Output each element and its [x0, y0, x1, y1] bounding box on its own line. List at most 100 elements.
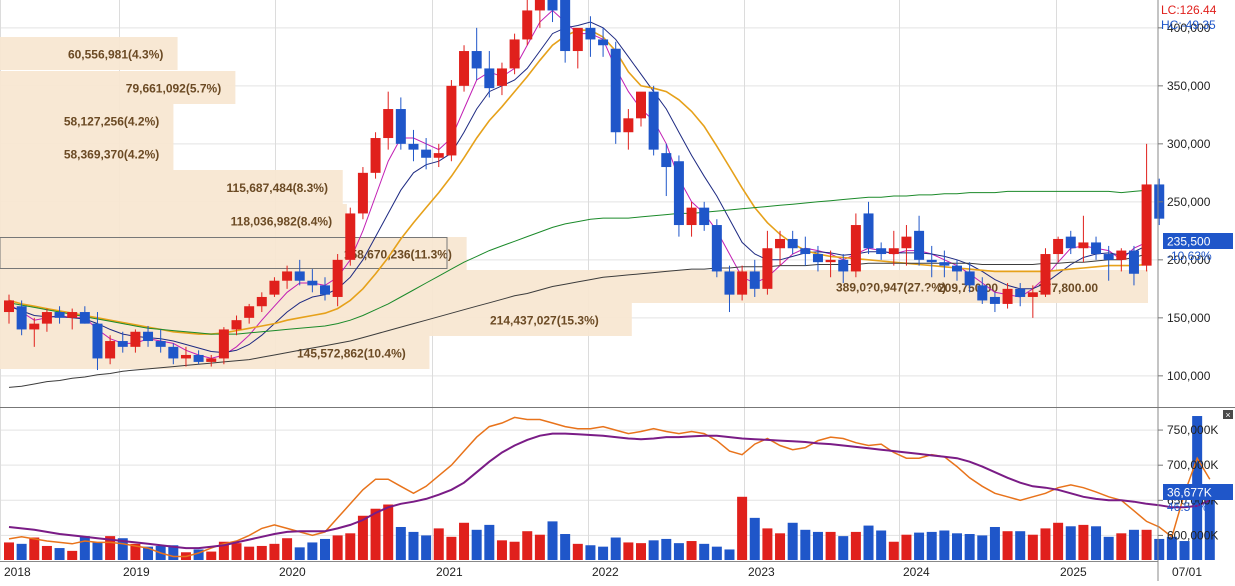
volume-bar — [130, 543, 141, 560]
volume-bar — [16, 543, 27, 560]
volume-bar — [54, 548, 65, 560]
volume-profile-label: 60,556,981(4.3%) — [68, 48, 163, 62]
volume-bar — [560, 534, 571, 560]
candle-body — [370, 138, 381, 173]
volume-profile-bar — [0, 104, 174, 137]
volume-bar — [812, 531, 823, 560]
candle-body — [496, 68, 507, 86]
candle-body — [484, 68, 495, 89]
volume-bar — [408, 531, 419, 560]
volume-profile-bar — [0, 71, 236, 104]
volume-bar — [673, 543, 684, 560]
candle-body — [294, 271, 305, 281]
candle-body — [395, 109, 406, 144]
volume-bar — [1166, 536, 1177, 560]
candle-body — [737, 271, 748, 295]
volume-profile-label: 118,036,982(8.4%) — [231, 215, 332, 229]
time-tick-label: 2022 — [592, 565, 619, 579]
candle-body — [282, 271, 293, 281]
candle-body — [534, 0, 545, 11]
volume-bar — [1040, 528, 1051, 560]
candle-body — [876, 248, 887, 255]
current-volume-pct: 46.57% — [1167, 500, 1208, 514]
volume-bar — [206, 551, 217, 560]
volume-bar — [29, 537, 40, 560]
volume-bars — [4, 416, 1215, 560]
volume-bar — [256, 545, 267, 560]
candle-body — [4, 300, 14, 313]
current-volume-box — [1163, 484, 1233, 500]
time-tick-label: 2023 — [748, 565, 775, 579]
candle-body — [357, 172, 368, 214]
volume-bar — [636, 543, 646, 560]
candle-body — [67, 312, 78, 318]
volume-bar — [509, 541, 520, 560]
volume-bar — [421, 535, 432, 560]
time-tick-label: 2025 — [1060, 565, 1087, 579]
close-icon[interactable]: × — [1225, 410, 1230, 420]
volume-bar — [244, 546, 255, 560]
time-tick-label: 2024 — [903, 565, 930, 579]
volume-bar — [1128, 529, 1139, 560]
volume-profile-label: 158,670,236(11.3%) — [344, 248, 452, 262]
volume-bar — [977, 535, 988, 560]
candle-body — [863, 213, 874, 249]
volume-ma-long-line — [8, 432, 1211, 550]
candle-body — [509, 39, 520, 69]
volume-bar — [4, 542, 14, 560]
candle-body — [964, 271, 975, 286]
candle-body — [623, 118, 634, 133]
candle-body — [130, 331, 141, 347]
volume-bar — [749, 517, 760, 560]
candle-body — [168, 346, 179, 359]
volume-bar — [1065, 526, 1076, 560]
volume-bar — [737, 496, 748, 560]
price-annotation: 177,800.00 — [1038, 281, 1098, 295]
candle-body — [459, 51, 470, 86]
price-tick-label: 400,000 — [1167, 21, 1211, 35]
volume-profile-bar — [0, 37, 178, 70]
candle-body — [1065, 236, 1076, 249]
volume-bar — [168, 545, 179, 560]
time-tick-label: 2020 — [279, 565, 306, 579]
candle-body — [800, 248, 811, 255]
close-panel-button[interactable]: × — [1223, 410, 1233, 420]
volume-bar — [218, 541, 229, 560]
volume-bar — [939, 530, 950, 560]
volume-profile-label: 58,127,256(4.2%) — [64, 115, 159, 129]
candle-body — [244, 306, 255, 318]
volume-bar — [92, 542, 103, 560]
volume-bar — [585, 545, 596, 560]
candle-body — [724, 271, 735, 295]
candle-body — [54, 312, 65, 318]
time-tick-label: 2019 — [123, 565, 150, 579]
candle-body — [231, 320, 242, 330]
candle-body — [762, 248, 773, 289]
volume-bar — [332, 535, 343, 560]
volume-bar — [686, 541, 697, 560]
volume-bar — [598, 546, 609, 560]
volume-bar — [446, 536, 457, 560]
volume-profile: 60,556,981(4.3%) 79,661,092(5.7%) 58,127,2… — [0, 37, 1148, 369]
candle-body — [1015, 288, 1026, 297]
volume-bar — [383, 504, 394, 560]
volume-bar — [357, 515, 368, 560]
volume-lines — [8, 416, 1211, 558]
moving-average-line — [8, 21, 1147, 354]
volume-bar — [41, 545, 52, 560]
candle-body — [1091, 242, 1102, 255]
candle-body — [989, 296, 1000, 304]
volume-bar — [345, 533, 356, 560]
volume-bar — [534, 534, 545, 560]
candle-body — [29, 323, 40, 330]
volume-bar — [964, 534, 975, 560]
volume-profile-label: 145,572,862(10.4%) — [297, 347, 406, 361]
close-panel-box[interactable] — [1223, 410, 1233, 419]
volume-bar — [282, 538, 293, 560]
candle-body — [850, 225, 861, 272]
hc-indicator: HC:-49.35 — [1161, 18, 1216, 32]
candle-body — [117, 341, 128, 347]
candle-body — [560, 0, 571, 52]
candle-body — [41, 312, 52, 324]
